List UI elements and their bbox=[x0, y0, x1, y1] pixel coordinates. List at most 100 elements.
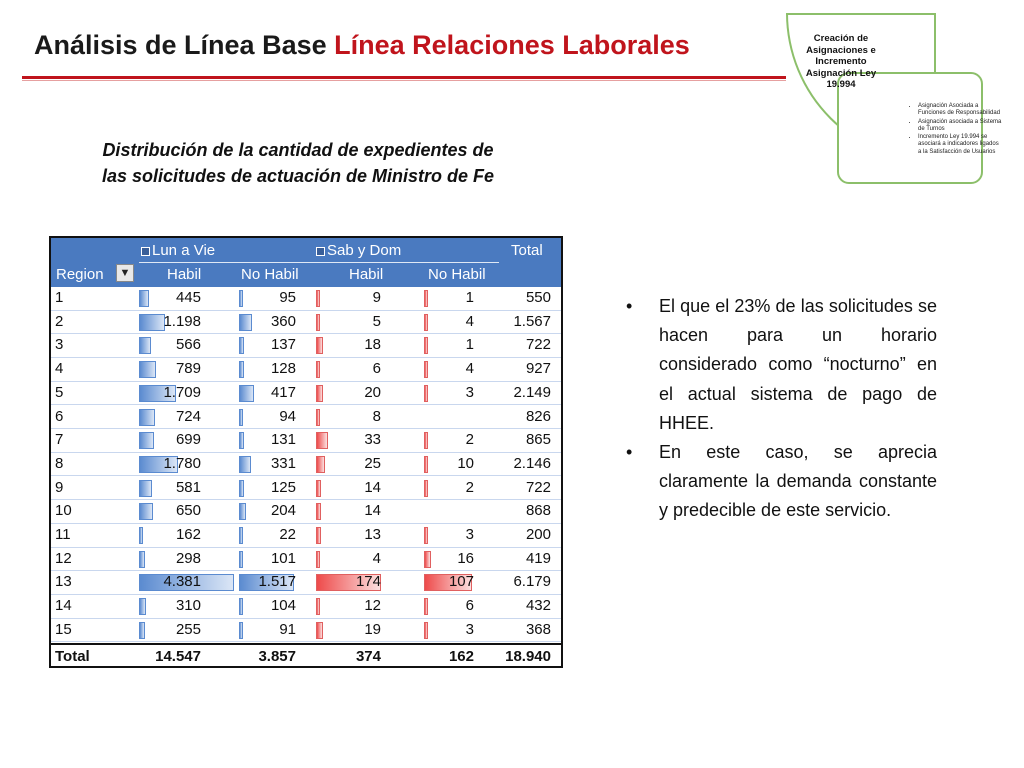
data-bar bbox=[316, 479, 322, 497]
col-habil-1: Habil bbox=[167, 266, 202, 283]
value-cell: 33 bbox=[364, 431, 381, 449]
data-bar bbox=[424, 479, 428, 497]
total-header: Total bbox=[511, 242, 543, 259]
filter-icon[interactable]: ▼ bbox=[116, 264, 134, 282]
total-c4: 162 bbox=[448, 648, 474, 665]
value-cell: 1 bbox=[465, 336, 474, 354]
col-habil-2: Habil bbox=[349, 266, 384, 283]
caption-line-2: las solicitudes de actuación de Ministro… bbox=[101, 166, 495, 186]
region-cell: 2 bbox=[55, 312, 64, 330]
value-cell: 6 bbox=[372, 360, 381, 378]
value-cell: 104 bbox=[270, 597, 296, 615]
value-cell: 3 bbox=[465, 620, 474, 638]
diagram-item: Asignación Asociada a Funciones de Respo… bbox=[918, 103, 1002, 118]
value-cell: 9 bbox=[372, 289, 381, 306]
data-bar bbox=[139, 550, 146, 568]
data-bar bbox=[239, 337, 244, 355]
data-bar bbox=[316, 621, 324, 639]
data-bar bbox=[239, 550, 243, 568]
value-cell: 5 bbox=[372, 312, 381, 330]
table-row: 8 1.780 331 25 10 2.146 bbox=[51, 453, 561, 477]
data-bar bbox=[139, 432, 155, 450]
data-bar bbox=[139, 384, 177, 402]
data-bar bbox=[316, 384, 324, 402]
value-cell: 1.517 bbox=[258, 573, 296, 591]
value-cell: 310 bbox=[175, 597, 201, 615]
data-bar bbox=[316, 550, 320, 568]
data-bar bbox=[424, 527, 428, 544]
region-cell: 10 bbox=[55, 502, 72, 520]
data-bar bbox=[239, 361, 244, 379]
data-bar bbox=[316, 527, 321, 544]
value-cell: 125 bbox=[270, 478, 296, 496]
data-bar bbox=[239, 621, 243, 639]
data-bar bbox=[424, 384, 428, 402]
data-bar bbox=[139, 408, 155, 426]
collapse-icon[interactable] bbox=[316, 246, 325, 256]
table-row: 10 650 204 14 868 bbox=[51, 500, 561, 524]
value-cell: 1.709 bbox=[163, 383, 201, 401]
value-cell: 137 bbox=[270, 336, 296, 354]
table-row: 3 566 137 18 1 722 bbox=[51, 334, 561, 358]
table-row: 15 255 91 19 3 368 bbox=[51, 619, 561, 643]
data-bar bbox=[239, 527, 243, 544]
header-divider bbox=[139, 262, 499, 263]
total-c3: 374 bbox=[355, 648, 381, 665]
data-bar bbox=[239, 432, 244, 450]
value-cell: 3 bbox=[465, 383, 474, 401]
table-row: 7 699 131 33 2 865 bbox=[51, 429, 561, 453]
collapse-icon[interactable] bbox=[141, 246, 150, 256]
bullet-dot: • bbox=[626, 442, 633, 463]
data-bar bbox=[424, 550, 432, 568]
data-bar bbox=[239, 503, 247, 521]
data-bar bbox=[239, 313, 253, 331]
table-row: 11 162 22 13 3 200 bbox=[51, 524, 561, 548]
data-bar bbox=[424, 361, 428, 379]
row-total-cell: 6.179 bbox=[513, 573, 551, 591]
data-bar bbox=[316, 455, 326, 473]
value-cell: 789 bbox=[175, 360, 201, 378]
row-total-cell: 927 bbox=[525, 360, 551, 378]
data-bar bbox=[239, 384, 255, 402]
value-cell: 1 bbox=[465, 289, 474, 306]
row-total-cell: 368 bbox=[525, 620, 551, 638]
row-total-cell: 2.149 bbox=[513, 383, 551, 401]
group-lun-a-vie[interactable]: Lun a Vie bbox=[141, 242, 215, 259]
region-header: Region bbox=[56, 266, 104, 283]
row-total-cell: 419 bbox=[525, 549, 551, 567]
table-row: 5 1.709 417 20 3 2.149 bbox=[51, 382, 561, 406]
data-bar bbox=[316, 290, 320, 307]
table-row: 13 4.381 1.517 174 107 6.179 bbox=[51, 571, 561, 595]
col-no-habil-2: No Habil bbox=[428, 266, 486, 283]
value-cell: 566 bbox=[175, 336, 201, 354]
value-cell: 107 bbox=[448, 573, 474, 591]
data-bar bbox=[139, 527, 143, 544]
value-cell: 3 bbox=[465, 526, 474, 543]
bullet-dot: • bbox=[626, 296, 633, 316]
data-bar bbox=[424, 337, 428, 355]
data-bar bbox=[139, 503, 154, 521]
value-cell: 13 bbox=[364, 526, 381, 543]
table-row: 9 581 125 14 2 722 bbox=[51, 477, 561, 501]
total-grand: 18.940 bbox=[505, 648, 551, 665]
region-cell: 12 bbox=[55, 549, 72, 567]
row-total-cell: 826 bbox=[525, 407, 551, 425]
region-cell: 14 bbox=[55, 597, 72, 615]
total-c1: 14.547 bbox=[155, 648, 201, 665]
row-total-cell: 550 bbox=[525, 289, 551, 306]
total-row: Total 14.547 3.857 374 162 18.940 bbox=[51, 643, 561, 668]
value-cell: 131 bbox=[270, 431, 296, 449]
value-cell: 360 bbox=[270, 312, 296, 330]
data-bar bbox=[424, 313, 428, 331]
data-bar bbox=[316, 408, 320, 426]
group-sab-y-dom[interactable]: Sab y Dom bbox=[316, 242, 401, 259]
col-no-habil-1: No Habil bbox=[241, 266, 299, 283]
total-label: Total bbox=[55, 648, 90, 665]
value-cell: 22 bbox=[279, 526, 296, 543]
value-cell: 95 bbox=[279, 289, 296, 306]
value-cell: 331 bbox=[270, 454, 296, 472]
caption-line-1: Distribución de la cantidad de expedient… bbox=[102, 140, 494, 160]
value-cell: 4 bbox=[372, 549, 381, 567]
data-bar bbox=[316, 361, 320, 379]
data-bar bbox=[316, 432, 329, 450]
